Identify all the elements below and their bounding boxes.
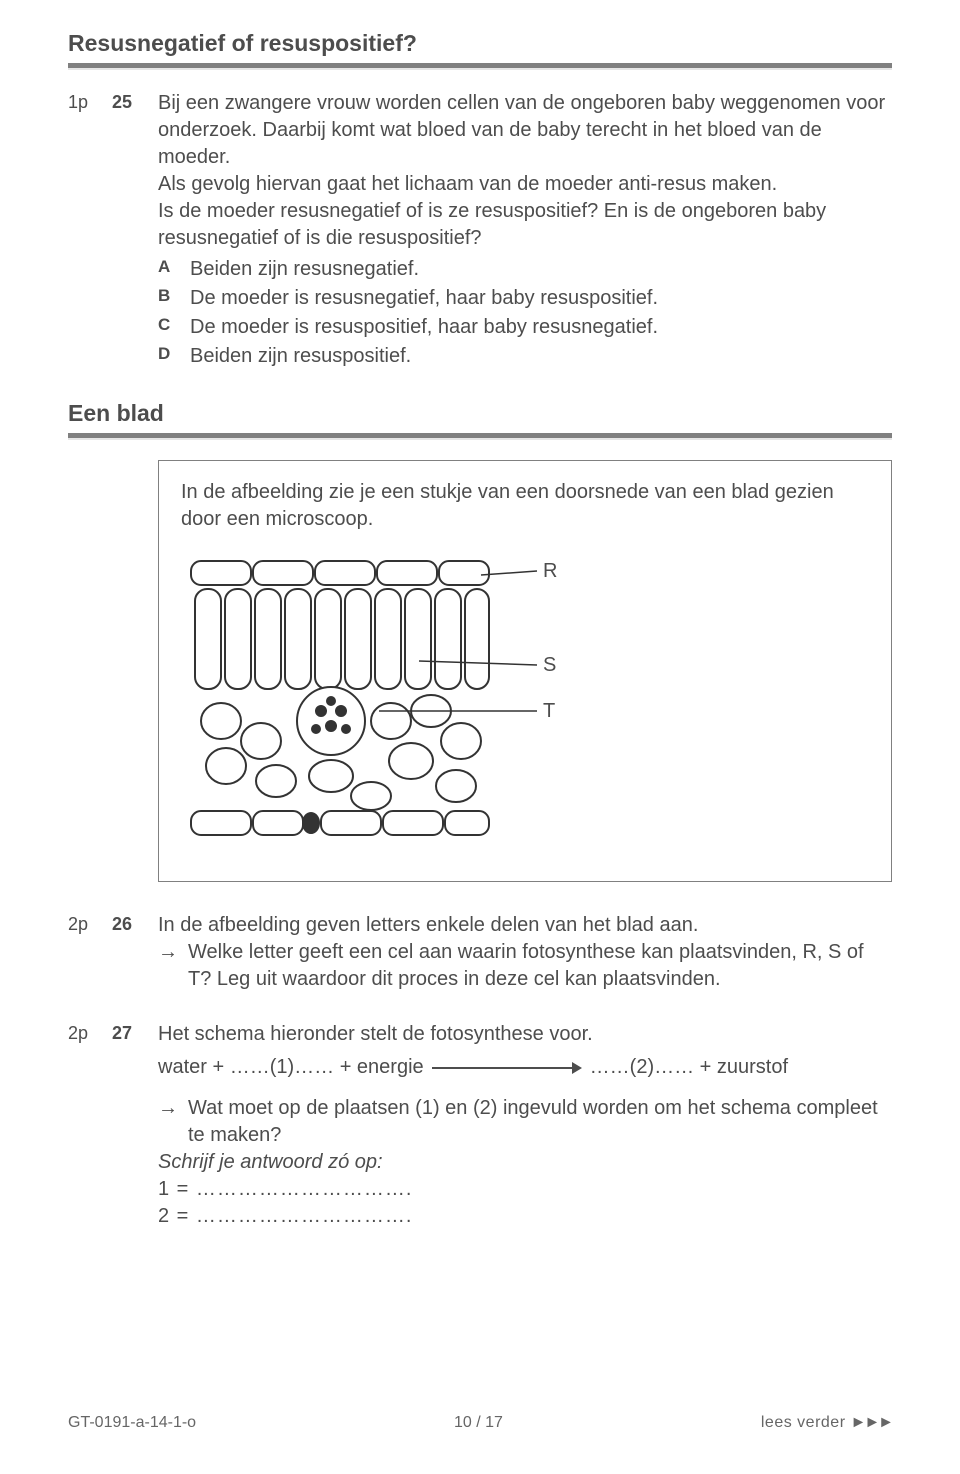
q25-points: 1p bbox=[68, 90, 94, 114]
q27-answer-1: 1 = …………………………. bbox=[158, 1176, 892, 1203]
q25-option-d[interactable]: D Beiden zijn resuspositief. bbox=[158, 343, 892, 370]
question-27: 2p 27 Het schema hieronder stelt de foto… bbox=[68, 1021, 892, 1230]
diagram-label-t: T bbox=[543, 700, 555, 722]
q26-bullet: → Welke letter geeft een cel aan waarin … bbox=[158, 939, 892, 993]
box-text: In de afbeelding zie je een stukje van e… bbox=[181, 479, 869, 533]
q25-option-a[interactable]: A Beiden zijn resusnegatief. bbox=[158, 256, 892, 283]
question-26: 2p 26 In de afbeelding geven letters enk… bbox=[68, 912, 892, 993]
option-letter: A bbox=[158, 256, 176, 283]
option-text: Beiden zijn resuspositief. bbox=[190, 343, 411, 370]
option-letter: D bbox=[158, 343, 176, 370]
page-footer: GT-0191-a-14-1-o 10 / 17 lees verder ►►► bbox=[68, 1412, 892, 1434]
info-box-wrapper: In de afbeelding zie je een stukje van e… bbox=[68, 460, 892, 882]
q27-answer-2: 2 = …………………………. bbox=[158, 1203, 892, 1230]
question-25: 1p 25 Bij een zwangere vrouw worden cell… bbox=[68, 90, 892, 370]
q27-number: 27 bbox=[112, 1021, 132, 1045]
q25-number: 25 bbox=[112, 90, 132, 114]
q25-option-c[interactable]: C De moeder is resuspositief, haar baby … bbox=[158, 314, 892, 341]
arrow-icon bbox=[432, 1061, 582, 1075]
q26-number: 26 bbox=[112, 912, 132, 936]
q27-bullet-text: Wat moet op de plaatsen (1) en (2) ingev… bbox=[188, 1095, 892, 1149]
arrow-icon: → bbox=[158, 1095, 178, 1149]
q27-bullet: → Wat moet op de plaatsen (1) en (2) ing… bbox=[158, 1095, 892, 1149]
option-text: De moeder is resuspositief, haar baby re… bbox=[190, 314, 658, 341]
q26-meta: 2p 26 bbox=[68, 912, 158, 936]
q25-option-b[interactable]: B De moeder is resusnegatief, haar baby … bbox=[158, 285, 892, 312]
q25-options: A Beiden zijn resusnegatief. B De moeder… bbox=[158, 256, 892, 370]
q26-bullet-text: Welke letter geeft een cel aan waarin fo… bbox=[188, 939, 892, 993]
footer-right: lees verder ►►► bbox=[761, 1412, 892, 1434]
q27-line1: Het schema hieronder stelt de fotosynthe… bbox=[158, 1021, 892, 1048]
option-text: Beiden zijn resusnegatief. bbox=[190, 256, 419, 283]
q27-meta: 2p 27 bbox=[68, 1021, 158, 1045]
q27-instruction: Schrijf je antwoord zó op: bbox=[158, 1149, 892, 1176]
leaf-diagram: R S T bbox=[181, 551, 869, 859]
option-letter: B bbox=[158, 285, 176, 312]
q25-text: Bij een zwangere vrouw worden cellen van… bbox=[158, 90, 892, 252]
q25-meta: 1p 25 bbox=[68, 90, 158, 114]
q26-line1: In de afbeelding geven letters enkele de… bbox=[158, 912, 892, 939]
info-box: In de afbeelding zie je een stukje van e… bbox=[158, 460, 892, 882]
option-letter: C bbox=[158, 314, 176, 341]
diagram-label-r: R bbox=[543, 560, 557, 582]
rule-2 bbox=[68, 433, 892, 438]
chevron-right-icon: ►►► bbox=[850, 1414, 892, 1431]
option-text: De moeder is resusnegatief, haar baby re… bbox=[190, 285, 658, 312]
section-title-2: Een blad bbox=[68, 398, 892, 429]
footer-right-text: lees verder bbox=[761, 1414, 846, 1431]
q26-points: 2p bbox=[68, 912, 94, 936]
schema-right: ……(2)…… + zuurstof bbox=[590, 1054, 788, 1081]
diagram-label-s: S bbox=[543, 654, 556, 676]
q27-schema: water + ……(1)…… + energie ……(2)…… + zuur… bbox=[158, 1054, 892, 1081]
schema-left: water + ……(1)…… + energie bbox=[158, 1054, 424, 1081]
footer-left: GT-0191-a-14-1-o bbox=[68, 1412, 196, 1434]
arrow-icon: → bbox=[158, 939, 178, 993]
section-title-1: Resusnegatief of resuspositief? bbox=[68, 28, 892, 59]
footer-center: 10 / 17 bbox=[454, 1412, 503, 1434]
q27-points: 2p bbox=[68, 1021, 94, 1045]
rule-1 bbox=[68, 63, 892, 68]
